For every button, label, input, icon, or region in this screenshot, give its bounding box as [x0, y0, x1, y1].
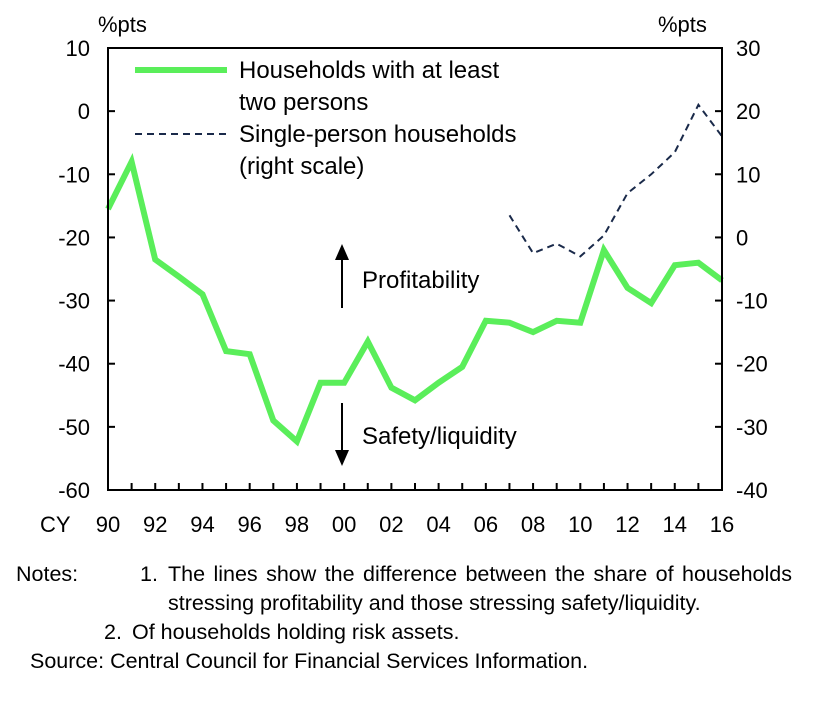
legend-label-line: Single-person households [239, 121, 517, 148]
chart-notes: Notes: 1. The lines show the difference … [16, 560, 816, 676]
right-tick-label: 20 [736, 99, 760, 124]
x-tick-label: 96 [237, 512, 261, 537]
profitability-annotation: Profitability [335, 244, 479, 308]
left-tick-label: 10 [66, 36, 90, 61]
x-tick-label: 16 [710, 512, 734, 537]
notes-heading: Notes: [16, 562, 79, 586]
left-axis-unit: %pts [98, 12, 147, 37]
x-tick-label: 00 [332, 512, 356, 537]
left-tick-label: -20 [58, 225, 90, 250]
plot-frame [107, 47, 723, 491]
axis-labels: 10 0 -10 -20 -30 -40 -50 -60 30 20 10 0 -10 -20 -30 -40… [58, 36, 768, 537]
x-tick-label: 10 [568, 512, 592, 537]
right-tick-label: 10 [736, 162, 760, 187]
x-axis-prefix: CY [40, 512, 71, 537]
right-tick-label: -10 [736, 289, 768, 314]
note-number: 2. [104, 620, 122, 644]
x-tick-label: 90 [96, 512, 120, 537]
x-tick-label: 04 [426, 512, 450, 537]
down-arrow-icon [335, 450, 349, 466]
left-tick-label: -30 [58, 289, 90, 314]
legend-label-line: two persons [239, 89, 368, 116]
note-number: 1. [140, 562, 158, 586]
legend-label-line: Households with at least [239, 57, 499, 84]
left-tick-label: -10 [58, 162, 90, 187]
right-tick-label: -30 [736, 415, 768, 440]
legend-label-two-person: Households with at least two persons [239, 57, 506, 116]
legend-label-single-person: Single-person households (right scale) [239, 121, 523, 180]
x-tick-label: 02 [379, 512, 403, 537]
x-tick-label: 98 [285, 512, 309, 537]
series-line-two-person-households [105, 153, 724, 447]
note-text: The lines show the difference between th… [168, 562, 792, 615]
source-line: Source: Central Council for Financial Se… [30, 649, 589, 673]
left-tick-label: -40 [58, 352, 90, 377]
series-line-single-person-households [508, 102, 723, 258]
left-tick-label: 0 [78, 99, 90, 124]
left-tick-label: -50 [58, 415, 90, 440]
right-tick-label: 30 [736, 36, 760, 61]
right-tick-label: -40 [736, 478, 768, 503]
x-tick-label: 06 [474, 512, 498, 537]
left-tick-label: -60 [58, 478, 90, 503]
right-tick-label: -20 [736, 352, 768, 377]
annotation-safety-liquidity: Safety/liquidity [362, 423, 517, 450]
tick-marks [107, 47, 723, 491]
line-chart: 10 0 -10 -20 -30 -40 -50 -60 30 20 10 0 -10 -20 -30 -40… [40, 12, 768, 537]
annotation-profitability: Profitability [362, 267, 479, 294]
series-lines [105, 102, 724, 447]
right-tick-label: 0 [736, 225, 748, 250]
safety-annotation: Safety/liquidity [335, 403, 517, 466]
x-tick-label: 94 [190, 512, 214, 537]
legend: Households with at least two persons Sin… [135, 57, 523, 180]
legend-label-line: (right scale) [239, 153, 364, 180]
x-tick-label: 08 [521, 512, 545, 537]
note-text: Of households holding risk assets. [132, 620, 460, 644]
x-tick-label: 12 [615, 512, 639, 537]
x-tick-label: 92 [143, 512, 167, 537]
up-arrow-icon [335, 244, 349, 260]
x-tick-label: 14 [663, 512, 687, 537]
right-axis-unit: %pts [658, 12, 707, 37]
note-item-2: 2. Of households holding risk assets. [16, 618, 816, 647]
note-item-1: Notes: 1. The lines show the difference … [16, 560, 816, 618]
